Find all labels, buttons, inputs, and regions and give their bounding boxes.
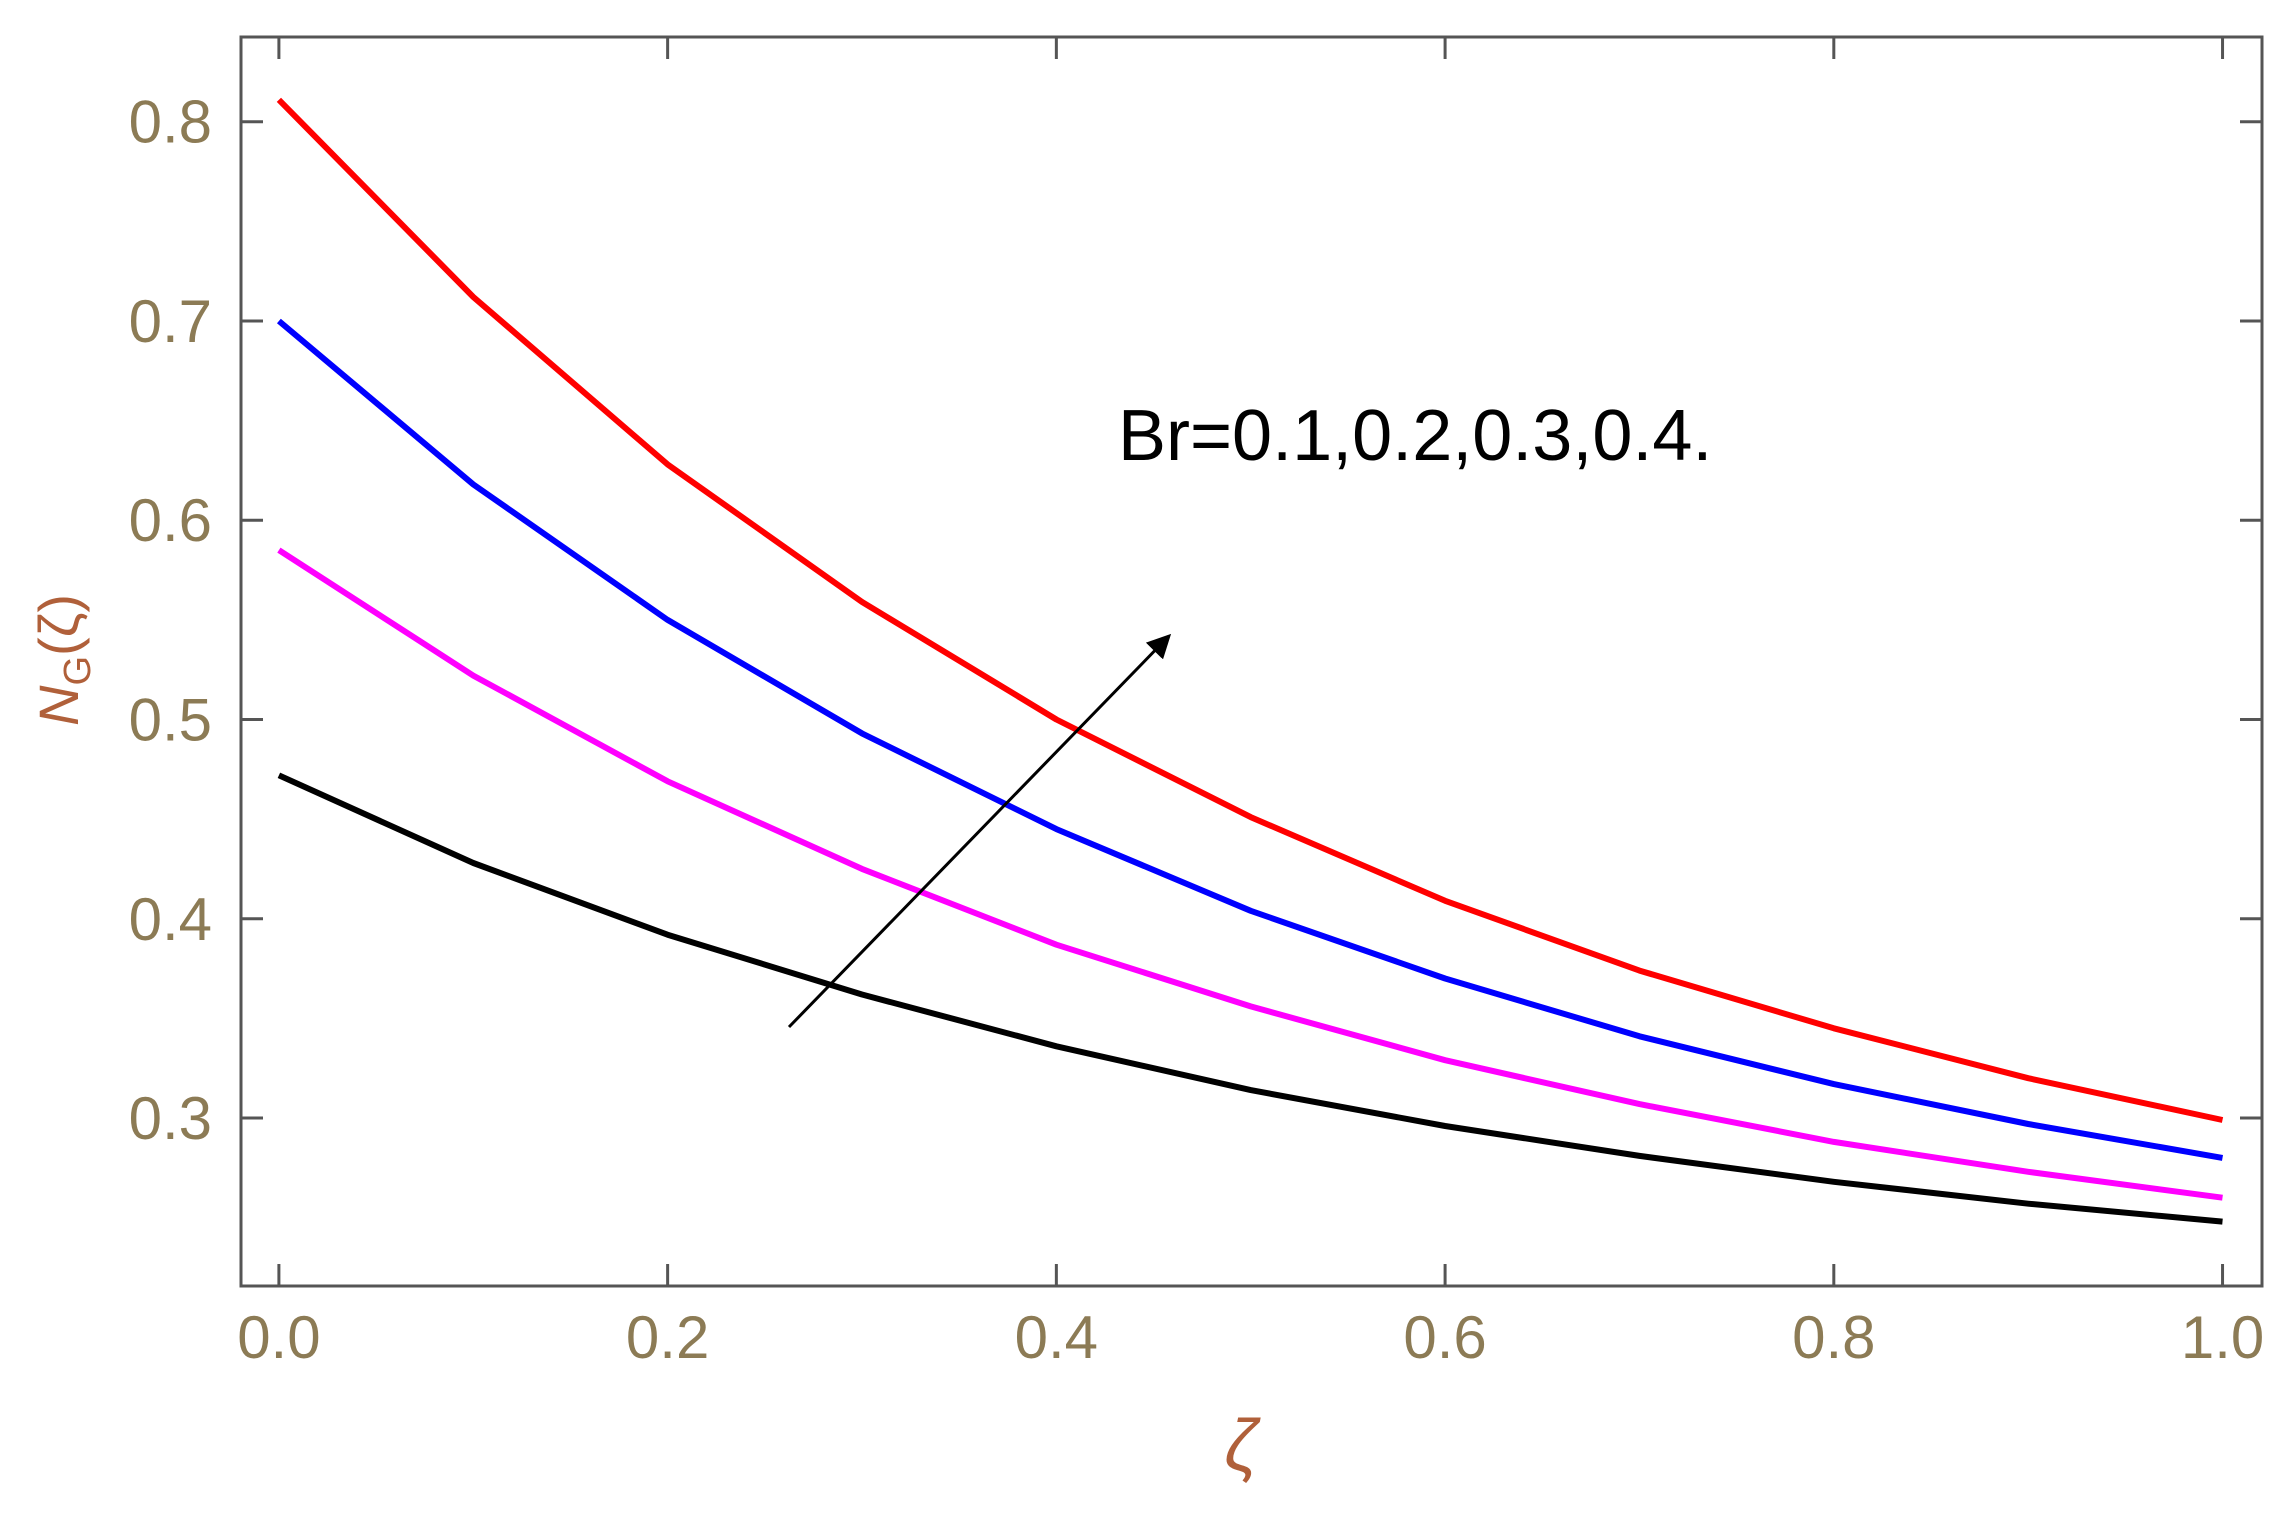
series-line xyxy=(277,547,2223,1201)
y-tick-label: 0.5 xyxy=(129,686,212,753)
annotation: Br=0.1,0.2,0.3,0.4. xyxy=(1118,396,1712,476)
x-tick-label: 0.0 xyxy=(237,1304,320,1371)
y-label-main: N xyxy=(27,685,90,726)
y-tick-label: 0.7 xyxy=(129,288,212,355)
x-tick-label: 0.6 xyxy=(1403,1304,1486,1371)
y-tick-label: 0.3 xyxy=(129,1085,212,1152)
series-line xyxy=(276,318,2224,1161)
y-tick-label: 0.8 xyxy=(129,89,212,156)
arrow xyxy=(787,633,1172,1029)
y-label-sub: G xyxy=(57,656,99,686)
series-line xyxy=(277,772,2223,1225)
y-tick-label: 0.6 xyxy=(129,487,212,554)
y-tick-label: 0.4 xyxy=(129,886,212,953)
series-line xyxy=(276,97,2224,1123)
y-axis-label: NG(ζ) xyxy=(27,594,99,726)
x-tick-label: 0.8 xyxy=(1792,1304,1875,1371)
plot-frame xyxy=(239,35,2264,1288)
x-tick-label: 1.0 xyxy=(2181,1304,2264,1371)
x-tick-label: 0.4 xyxy=(1015,1304,1098,1371)
lines xyxy=(276,97,2224,1225)
y-label-arg: (ζ) xyxy=(27,594,90,656)
x-axis-label: ζ xyxy=(1224,1406,1261,1486)
x-tick-label: 0.2 xyxy=(626,1304,709,1371)
